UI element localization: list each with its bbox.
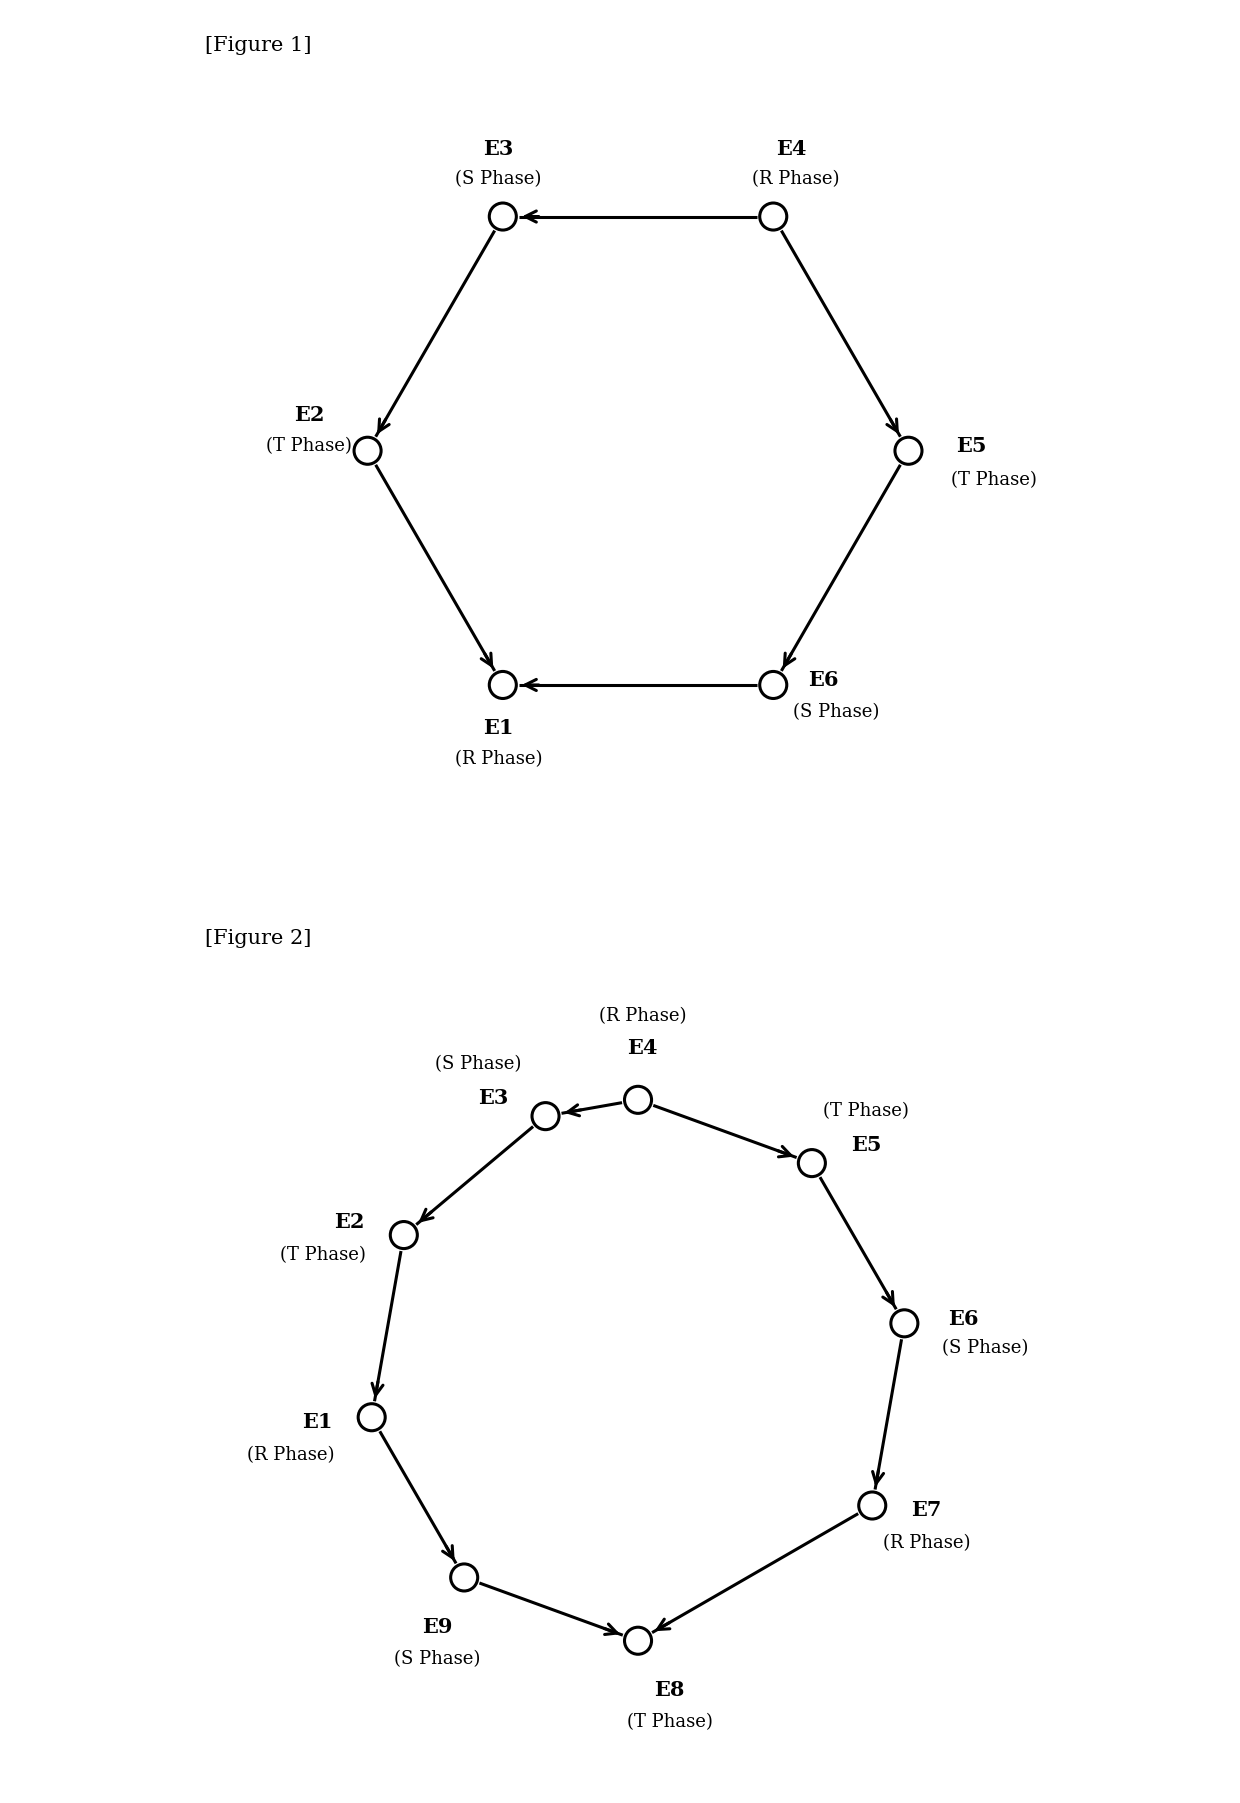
- Text: E1: E1: [303, 1412, 332, 1432]
- Circle shape: [532, 1103, 559, 1130]
- Text: E9: E9: [422, 1617, 453, 1637]
- Text: E1: E1: [484, 718, 513, 737]
- Text: E4: E4: [627, 1037, 657, 1058]
- Circle shape: [890, 1309, 918, 1336]
- Circle shape: [625, 1085, 651, 1112]
- Text: E4: E4: [776, 139, 806, 159]
- Circle shape: [760, 671, 786, 698]
- Text: E3: E3: [479, 1087, 508, 1109]
- Text: (S Phase): (S Phase): [394, 1650, 480, 1668]
- Text: (R Phase): (R Phase): [751, 169, 839, 188]
- Text: E2: E2: [335, 1212, 365, 1231]
- Text: (T Phase): (T Phase): [267, 438, 352, 454]
- Text: (R Phase): (R Phase): [599, 1008, 686, 1024]
- Circle shape: [490, 204, 516, 231]
- Text: (T Phase): (T Phase): [951, 471, 1037, 489]
- Circle shape: [450, 1563, 477, 1590]
- Text: (R Phase): (R Phase): [247, 1446, 335, 1464]
- Text: (R Phase): (R Phase): [883, 1534, 970, 1552]
- Text: E7: E7: [911, 1500, 941, 1520]
- Text: E6: E6: [807, 671, 838, 691]
- Text: (S Phase): (S Phase): [942, 1340, 1029, 1358]
- Text: (T Phase): (T Phase): [280, 1246, 366, 1264]
- Circle shape: [859, 1493, 885, 1518]
- Text: (T Phase): (T Phase): [823, 1102, 909, 1120]
- Circle shape: [355, 436, 381, 463]
- Text: E5: E5: [851, 1136, 882, 1156]
- Text: (S Phase): (S Phase): [455, 169, 542, 188]
- Circle shape: [625, 1626, 651, 1655]
- Text: E6: E6: [947, 1309, 978, 1329]
- Text: [Figure 2]: [Figure 2]: [206, 929, 311, 948]
- Text: E5: E5: [956, 436, 987, 456]
- Text: E8: E8: [655, 1680, 684, 1700]
- Circle shape: [358, 1405, 386, 1432]
- Text: (S Phase): (S Phase): [435, 1055, 521, 1073]
- Circle shape: [895, 436, 923, 463]
- Circle shape: [490, 671, 516, 698]
- Text: (T Phase): (T Phase): [626, 1713, 713, 1731]
- Text: E2: E2: [294, 404, 324, 426]
- Text: [Figure 1]: [Figure 1]: [206, 36, 311, 56]
- Circle shape: [391, 1222, 418, 1248]
- Text: (R Phase): (R Phase): [455, 750, 542, 768]
- Text: (S Phase): (S Phase): [794, 703, 879, 721]
- Circle shape: [799, 1150, 826, 1177]
- Text: E3: E3: [484, 139, 513, 159]
- Circle shape: [760, 204, 786, 231]
